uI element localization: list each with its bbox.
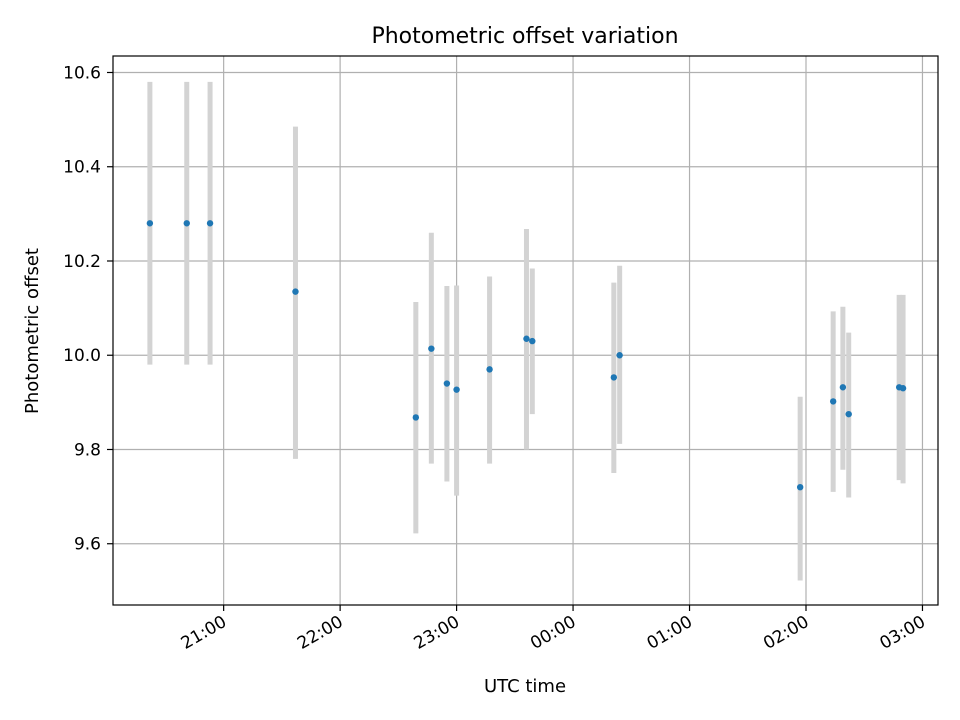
data-point [610,374,618,381]
y-tick-label: 10.4 [63,158,101,178]
data-point [443,380,451,387]
data-points [146,220,907,491]
y-axis: 9.6 9.8 10.0 10.2 10.4 10.6 [63,63,113,555]
data-point [796,483,804,491]
grid [113,56,938,605]
data-point [453,386,460,393]
data-point [529,337,536,345]
data-point [523,335,530,342]
data-point [412,414,420,421]
data-point [183,220,190,227]
data-point [486,366,493,373]
data-point [428,345,435,352]
y-tick-label: 10.6 [63,63,101,83]
x-axis-label: UTC time [484,676,566,697]
y-tick-label: 9.8 [74,440,101,460]
plot-frame [112,55,939,606]
data-point [839,384,847,391]
data-point [146,220,154,227]
data-point [829,398,837,405]
y-tick-label: 10.2 [63,252,101,272]
y-tick-label: 10.0 [63,346,101,366]
data-point [206,220,214,227]
y-axis-label: Photometric offset [22,248,43,414]
data-point [292,288,299,295]
y-tick-label: 9.6 [74,535,101,555]
chart-title: Photometric offset variation [371,24,678,49]
data-point [616,352,623,359]
data-point [899,385,907,392]
data-point [845,410,852,418]
